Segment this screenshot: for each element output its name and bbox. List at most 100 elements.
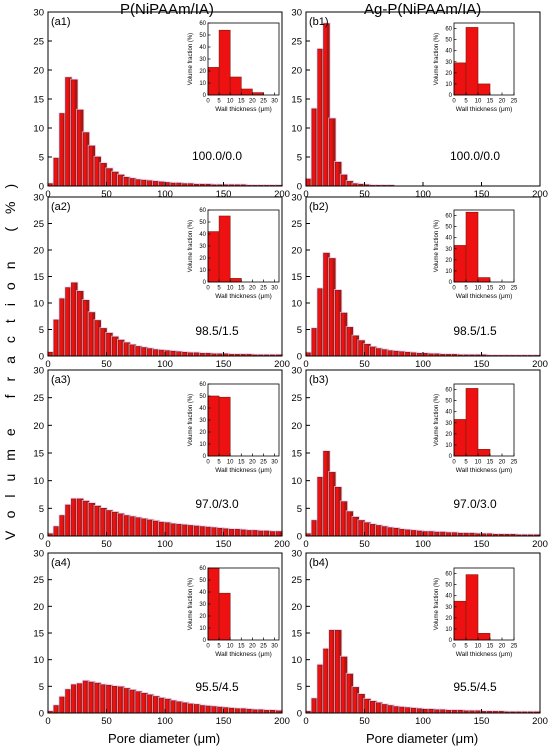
- bar-shade: [279, 531, 282, 536]
- bar-shade: [185, 183, 189, 186]
- bar-shade: [309, 711, 312, 713]
- bar-shade: [373, 346, 377, 356]
- bar-shade: [138, 517, 142, 536]
- x-tick-label: 100: [157, 539, 173, 550]
- bar-shade: [361, 694, 365, 713]
- x-axis-label-right: Pore diameter (μm): [366, 731, 479, 746]
- bar-shade: [426, 353, 429, 356]
- bar-shade: [138, 691, 142, 713]
- bar-shade: [496, 711, 500, 713]
- inset-x-tick-label: 5: [217, 99, 221, 105]
- bar-shade: [197, 704, 201, 713]
- bar-shade: [156, 696, 160, 713]
- bar-shade: [402, 529, 406, 536]
- bar-shade: [396, 351, 400, 356]
- bar-shade: [513, 534, 517, 536]
- bar-shade: [238, 184, 242, 186]
- bar-shade: [350, 511, 353, 536]
- bar-shade: [127, 342, 130, 356]
- inset-bar: [218, 215, 231, 283]
- bar-shade: [338, 487, 342, 536]
- x-tick-label: 100: [157, 189, 173, 200]
- y-tick-label: 10: [291, 124, 302, 135]
- bar-shade: [478, 710, 482, 713]
- bar-shade: [478, 533, 482, 536]
- inset-y-tick-label: 60: [199, 382, 206, 388]
- inset-y-tick-label: 60: [199, 21, 206, 27]
- inset-x-tick-label: 0: [452, 460, 456, 466]
- bar-glow: [269, 184, 278, 186]
- bar-glow: [386, 184, 395, 186]
- x-tick-label: 200: [274, 716, 290, 727]
- bar-shade: [356, 335, 359, 356]
- bar-shade: [179, 351, 183, 356]
- inset-x-tick-label: 0: [206, 99, 210, 105]
- x-tick-label: 100: [157, 716, 173, 727]
- inset-x-axis-label: Wall thickness (μm): [456, 651, 513, 658]
- inset-x-tick-label: 15: [487, 286, 494, 292]
- inset-y-tick-label: 20: [199, 614, 206, 620]
- y-tick-label: 15: [33, 95, 44, 106]
- inset-y-tick-label: 10: [199, 81, 206, 87]
- bar-shade: [109, 510, 113, 536]
- bar-shade: [138, 179, 142, 186]
- inset-frame: [453, 567, 515, 641]
- bar-shade: [92, 145, 95, 186]
- x-tick-label: 150: [216, 359, 232, 370]
- x-tick-label: 150: [474, 359, 490, 370]
- bar-shade: [255, 530, 259, 536]
- bar-shade: [144, 518, 148, 536]
- bar-shade: [267, 710, 271, 713]
- inset-x-tick-label: 25: [511, 286, 518, 292]
- y-tick-label: 20: [291, 421, 302, 432]
- bar-shade: [209, 527, 212, 536]
- bar-shade: [338, 630, 342, 713]
- bar-shade: [414, 708, 418, 713]
- bar-shade: [437, 532, 441, 536]
- bar-shade: [537, 534, 540, 536]
- bar-glow: [274, 184, 284, 186]
- inset-y-tick-label: 50: [199, 394, 206, 400]
- bar-shade: [519, 711, 523, 713]
- bar-shade: [373, 524, 377, 536]
- panel-label: (b2): [309, 201, 329, 213]
- inset-x-tick-label: 15: [487, 460, 494, 466]
- bar-glow: [251, 184, 260, 186]
- y-tick-label: 15: [33, 272, 44, 283]
- inset-y-tick-label: 0: [449, 454, 453, 460]
- bar-glow: [380, 184, 390, 186]
- bar-shade: [385, 526, 388, 536]
- bar-shade: [326, 451, 330, 536]
- bar-shade: [150, 348, 154, 356]
- inset-y-tick-label: 40: [199, 232, 206, 238]
- bar-glow: [515, 354, 524, 356]
- bar-shade: [209, 706, 212, 713]
- bar-shade: [51, 352, 54, 356]
- bar-shade: [203, 705, 206, 713]
- y-tick-label: 5: [297, 504, 302, 515]
- bar-shade: [461, 710, 464, 713]
- bar-shade: [326, 23, 330, 186]
- bar-shade: [215, 527, 218, 536]
- inset-y-tick-label: 40: [445, 236, 452, 242]
- y-tick-label: 15: [291, 272, 302, 283]
- inset-x-tick-label: 20: [249, 460, 256, 466]
- bar-shade: [261, 354, 265, 356]
- x-tick-label: 200: [274, 189, 290, 200]
- bar-shade: [396, 706, 400, 713]
- inset-chart: 0 5 10 15 20 25 30 0 10 20 30 40 50 60 Wall thickness …: [188, 21, 280, 113]
- bar-shade: [502, 534, 505, 536]
- inset-y-tick-label: 50: [445, 38, 452, 44]
- bar-shade: [232, 708, 236, 713]
- y-tick-label: 10: [33, 299, 44, 310]
- x-tick-label: 150: [474, 189, 490, 200]
- y-tick-label: 15: [291, 449, 302, 460]
- bar-shade: [197, 526, 201, 536]
- bar-shade: [467, 533, 470, 536]
- inset-x-tick-label: 10: [475, 644, 482, 650]
- bar-shade: [103, 684, 107, 713]
- inset-y-tick-label: 40: [199, 45, 206, 51]
- bar-shade: [420, 708, 423, 713]
- bar-shade: [168, 699, 171, 713]
